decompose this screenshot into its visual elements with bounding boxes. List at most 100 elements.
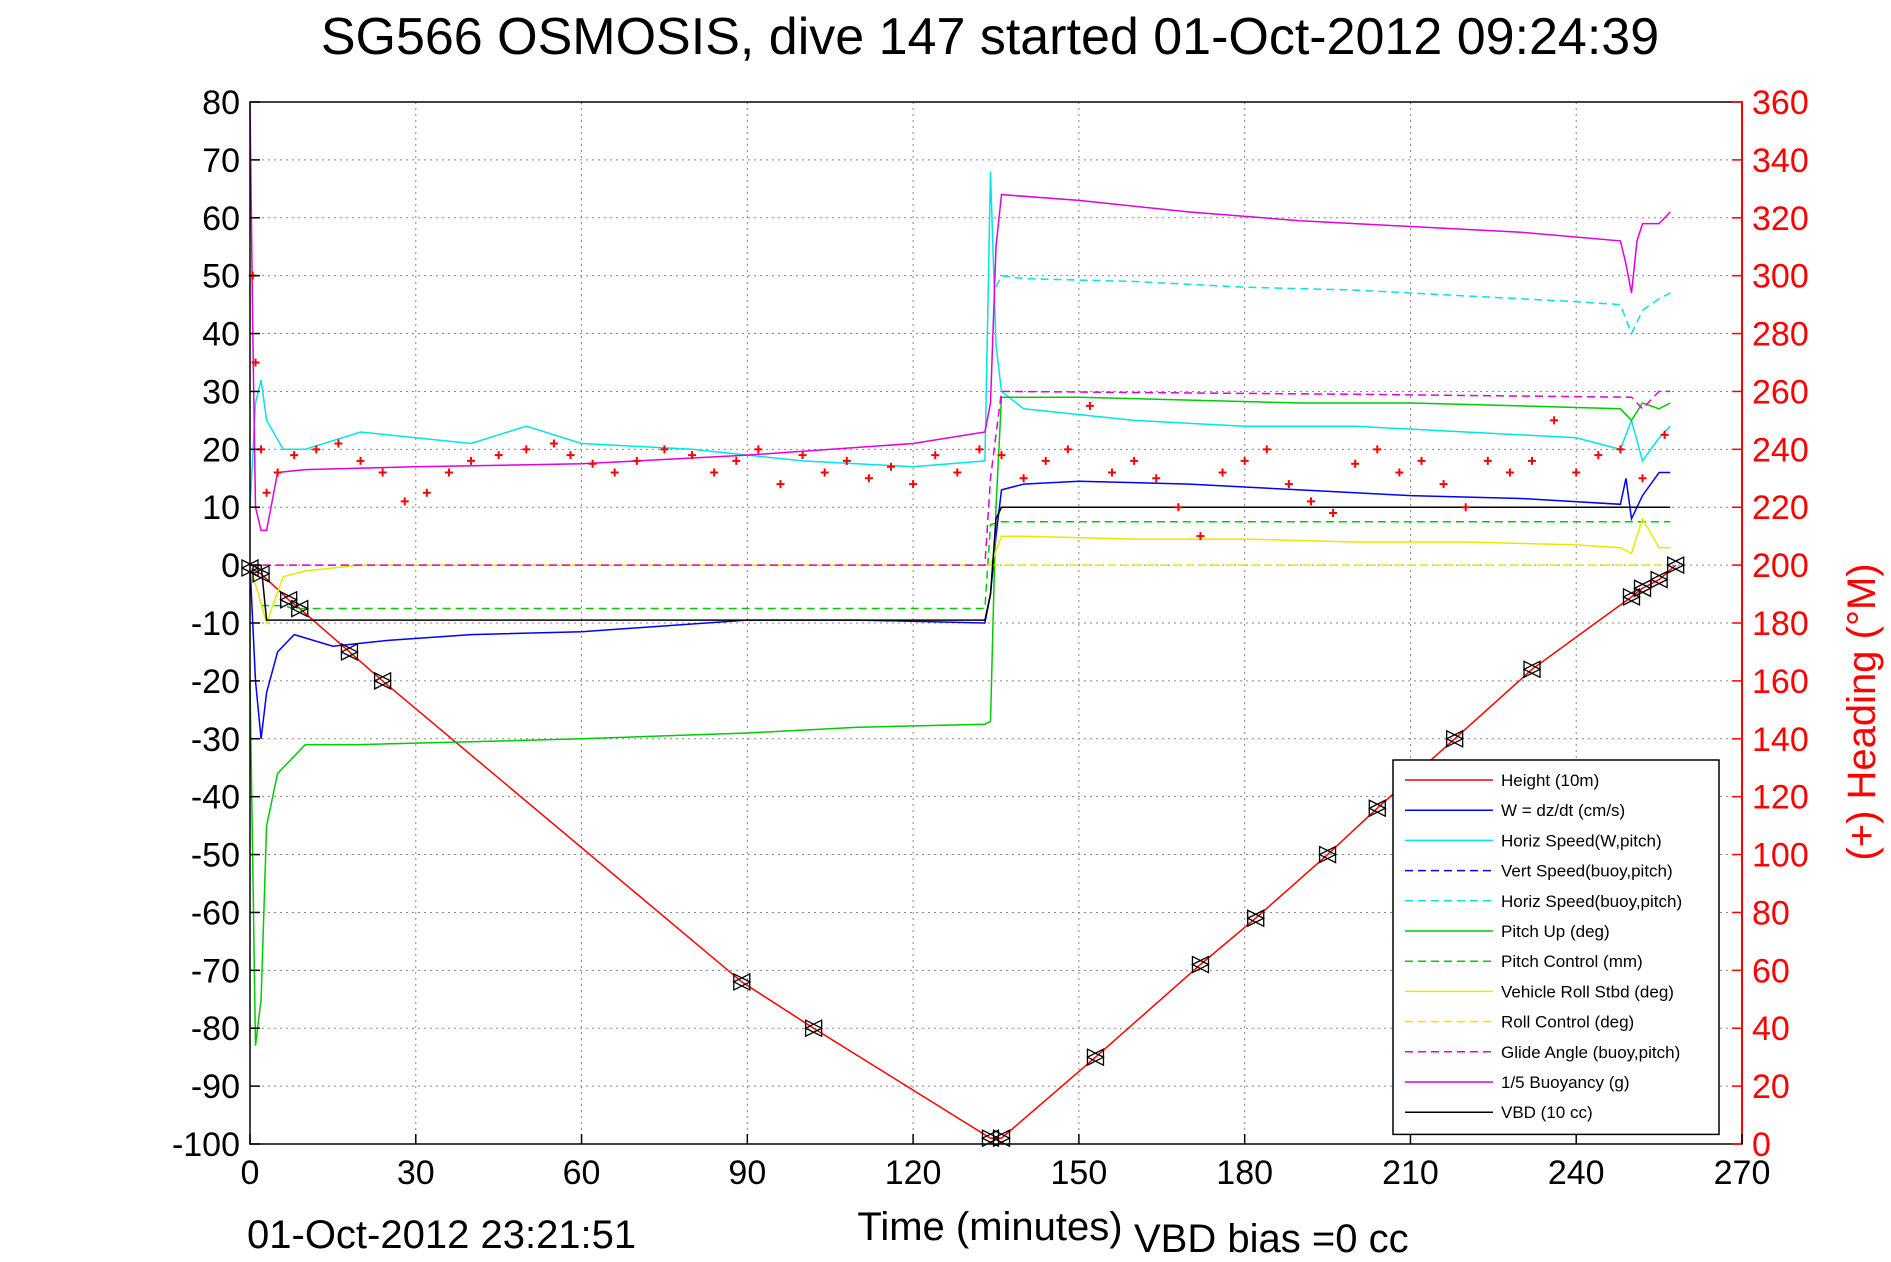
heading-point bbox=[632, 456, 641, 465]
legend-entry: Pitch Up (deg) bbox=[1501, 922, 1610, 941]
height-marker bbox=[981, 1129, 1000, 1148]
y-tick-label: -30 bbox=[191, 721, 240, 759]
height-marker bbox=[1649, 570, 1669, 589]
height-marker bbox=[373, 671, 393, 690]
legend-box bbox=[1392, 759, 1720, 1136]
y-tick-label: 50 bbox=[202, 258, 240, 296]
heading-point bbox=[1550, 416, 1559, 425]
heading-point bbox=[1373, 445, 1382, 454]
height-marker bbox=[1622, 587, 1641, 607]
height-marker bbox=[1246, 909, 1266, 928]
heading-point bbox=[251, 358, 260, 367]
heading-point bbox=[1041, 456, 1050, 465]
height-marker bbox=[1086, 1048, 1105, 1067]
series-line-horiz-speed-buoy-pitch bbox=[995, 274, 1671, 336]
heading-point bbox=[1528, 456, 1537, 465]
y-right-tick-label: 320 bbox=[1752, 200, 1809, 238]
heading-point bbox=[1063, 445, 1072, 454]
heading-point bbox=[1240, 456, 1249, 465]
series-line-1-5-buoyancy-g bbox=[249, 101, 1671, 532]
x-tick-label: 0 bbox=[241, 1154, 260, 1192]
height-marker bbox=[732, 972, 752, 991]
heading-point bbox=[467, 456, 476, 465]
heading-point bbox=[334, 439, 343, 448]
y-right-tick-label: 0 bbox=[1752, 1126, 1771, 1164]
heading-point bbox=[356, 456, 365, 465]
heading-point bbox=[754, 445, 763, 454]
series-line-height-10m bbox=[249, 564, 1677, 1139]
y-right-tick-label: 80 bbox=[1752, 894, 1790, 932]
heading-point bbox=[1417, 456, 1426, 465]
y-tick-label: 30 bbox=[202, 373, 240, 411]
y-tick-label: 0 bbox=[221, 547, 240, 585]
series-line-glide-angle-buoy-pitch bbox=[250, 390, 1671, 566]
grid bbox=[250, 102, 1742, 1144]
x-tick-label: 90 bbox=[728, 1154, 766, 1192]
heading-point bbox=[660, 445, 669, 454]
y-right-tick-label: 20 bbox=[1752, 1068, 1790, 1106]
heading-point bbox=[588, 459, 597, 468]
y-right-tick-label: 220 bbox=[1752, 489, 1809, 527]
height-marker bbox=[1191, 955, 1210, 974]
y-tick-label: -90 bbox=[191, 1068, 240, 1106]
height-marker bbox=[1318, 845, 1338, 864]
y-tick-label: -20 bbox=[191, 663, 240, 701]
heading-point bbox=[1395, 468, 1404, 477]
legend-entry: W = dz/dt (cm/s) bbox=[1501, 801, 1625, 820]
y-right-tick-label: 40 bbox=[1752, 1010, 1790, 1048]
heading-point bbox=[1085, 401, 1094, 410]
y-right-tick-label: 360 bbox=[1752, 84, 1809, 122]
heading-point bbox=[997, 451, 1006, 460]
legend-entry: 1/5 Buoyancy (g) bbox=[1501, 1073, 1630, 1092]
y-tick-label: -50 bbox=[191, 837, 240, 875]
heading-point bbox=[262, 488, 271, 497]
heading-point bbox=[1196, 532, 1205, 541]
y-tick-label: -10 bbox=[191, 605, 240, 643]
heading-point bbox=[820, 468, 829, 477]
heading-point bbox=[1262, 445, 1271, 454]
y-right-tick-label: 180 bbox=[1752, 605, 1809, 643]
y-tick-label: -70 bbox=[191, 952, 240, 990]
heading-point bbox=[1439, 480, 1448, 489]
series-line-pitch-up-deg bbox=[249, 396, 1671, 1046]
y-right-tick-label: 240 bbox=[1752, 431, 1809, 469]
y-right-tick-label: 300 bbox=[1752, 258, 1809, 296]
heading-point bbox=[1616, 445, 1625, 454]
x-tick-label: 30 bbox=[397, 1154, 435, 1192]
heading-point bbox=[887, 462, 896, 471]
heading-point bbox=[798, 451, 807, 460]
heading-point bbox=[549, 439, 558, 448]
x-tick-label: 240 bbox=[1548, 1154, 1605, 1192]
heading-point bbox=[400, 497, 409, 506]
legend-entry: Roll Control (deg) bbox=[1501, 1013, 1634, 1032]
y-tick-label: 10 bbox=[202, 489, 240, 527]
footer-timestamp: 01-Oct-2012 23:21:51 bbox=[247, 1213, 636, 1257]
heading-point bbox=[378, 468, 387, 477]
y-tick-label: 80 bbox=[202, 84, 240, 122]
heading-point bbox=[610, 468, 619, 477]
height-marker bbox=[290, 599, 310, 618]
heading-point bbox=[1594, 451, 1603, 460]
heading-point bbox=[909, 480, 918, 489]
heading-point bbox=[522, 445, 531, 454]
series-line-pitch-control-mm bbox=[261, 520, 1671, 610]
heading-point bbox=[1461, 503, 1470, 512]
heading-point bbox=[953, 468, 962, 477]
heading-point bbox=[290, 451, 299, 460]
x-tick-label: 210 bbox=[1382, 1154, 1439, 1192]
y-right-tick-label: 60 bbox=[1752, 952, 1790, 990]
legend: Height (10m) W = dz/dt (cm/s) Horiz Speed(… bbox=[1392, 759, 1720, 1136]
y-tick-label: 20 bbox=[202, 431, 240, 469]
y-right-tick-label: 160 bbox=[1752, 663, 1809, 701]
height-marker bbox=[340, 642, 359, 661]
legend-entry: Horiz Speed(W,pitch) bbox=[1501, 831, 1662, 850]
height-marker bbox=[251, 564, 271, 583]
series-line-vehicle-roll-stbd-deg bbox=[249, 516, 1671, 626]
footer-vbd-bias: VBD bias =0 cc bbox=[1134, 1217, 1409, 1261]
y-right-tick-label: 340 bbox=[1752, 142, 1809, 180]
x-tick-label: 270 bbox=[1714, 1154, 1771, 1192]
heading-point bbox=[1638, 474, 1647, 483]
y-tick-label: -40 bbox=[191, 779, 240, 817]
heading-point bbox=[975, 445, 984, 454]
